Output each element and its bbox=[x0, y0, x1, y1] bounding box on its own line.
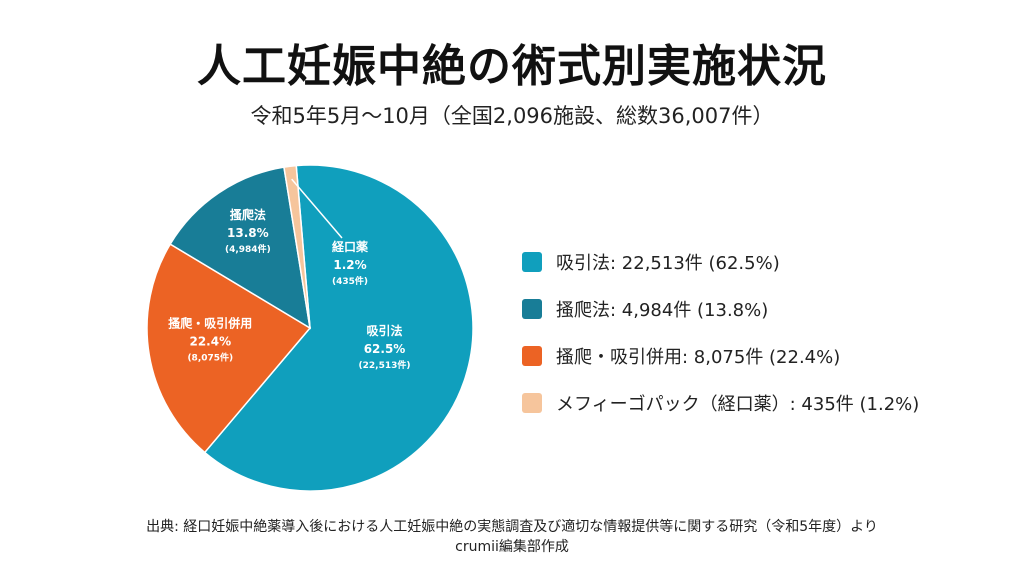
legend-item-3: メフィーゴパック（経口薬）: 435件 (1.2%) bbox=[522, 391, 919, 415]
slice-label-name-2: 搔爬法 bbox=[230, 207, 266, 222]
slice-label-name-0: 吸引法 bbox=[367, 323, 403, 338]
legend-label-2: 搔爬法: 4,984件 (13.8%) bbox=[556, 300, 769, 321]
source-line-2: crumii編集部作成 bbox=[455, 539, 569, 555]
legend-label-1: 搔爬・吸引併用: 8,075件 (22.4%) bbox=[556, 347, 841, 368]
legend-label-0: 吸引法: 22,513件 (62.5%) bbox=[556, 253, 780, 274]
slice-label-count-3: (435件) bbox=[332, 275, 368, 287]
pie-slice-2 bbox=[169, 166, 311, 330]
leader-line-3 bbox=[291, 178, 343, 239]
slice-label-0: 吸引法 62.5% (22,513件) bbox=[359, 323, 411, 371]
legend-swatch-2 bbox=[522, 299, 542, 319]
pie-slice-1 bbox=[146, 243, 312, 454]
slice-label-2: 搔爬法 13.8% (4,984件) bbox=[225, 207, 271, 255]
chart-title: 人工妊娠中絶の術式別実施状況 bbox=[197, 41, 827, 92]
legend-item-2: 搔爬法: 4,984件 (13.8%) bbox=[522, 297, 919, 321]
slice-label-name-1: 搔爬・吸引併用 bbox=[168, 315, 252, 330]
legend: 吸引法: 22,513件 (62.5%) 搔爬法: 4,984件 (13.8%) 搔… bbox=[522, 250, 919, 438]
chart-subtitle: 令和5年5月〜10月（全国2,096施設、総数36,007件） bbox=[250, 104, 774, 128]
slice-label-3: 経口薬 1.2% (435件) bbox=[332, 239, 368, 287]
pie-slice-3 bbox=[283, 164, 311, 329]
slice-label-percent-3: 1.2% bbox=[333, 258, 366, 272]
legend-label-3: メフィーゴパック（経口薬）: 435件 (1.2%) bbox=[556, 394, 920, 415]
source-note: 出典: 経口妊娠中絶薬導入後における人工妊娠中絶の実態調査及び適切な情報提供等に… bbox=[0, 517, 1024, 557]
slice-label-1: 搔爬・吸引併用 22.4% (8,075件) bbox=[168, 315, 252, 363]
source-line-1: 出典: 経口妊娠中絶薬導入後における人工妊娠中絶の実態調査及び適切な情報提供等に… bbox=[146, 519, 878, 535]
pie-chart: 吸引法 62.5% (22,513件) 搔爬・吸引併用 22.4% (8,075件) 搔爬法… bbox=[146, 164, 474, 492]
slice-label-percent-2: 13.8% bbox=[227, 226, 269, 240]
slice-label-count-0: (22,513件) bbox=[359, 359, 411, 371]
pie-slice-0 bbox=[203, 164, 474, 492]
legend-item-1: 搔爬・吸引併用: 8,075件 (22.4%) bbox=[522, 344, 919, 368]
legend-swatch-3 bbox=[522, 393, 542, 413]
slice-label-name-3: 経口薬 bbox=[332, 239, 368, 254]
slice-label-count-1: (8,075件) bbox=[187, 351, 233, 363]
legend-swatch-1 bbox=[522, 346, 542, 366]
slice-label-count-2: (4,984件) bbox=[225, 243, 271, 255]
legend-item-0: 吸引法: 22,513件 (62.5%) bbox=[522, 250, 919, 274]
legend-swatch-0 bbox=[522, 252, 542, 272]
slice-label-percent-1: 22.4% bbox=[189, 334, 231, 348]
slice-label-percent-0: 62.5% bbox=[364, 342, 406, 356]
